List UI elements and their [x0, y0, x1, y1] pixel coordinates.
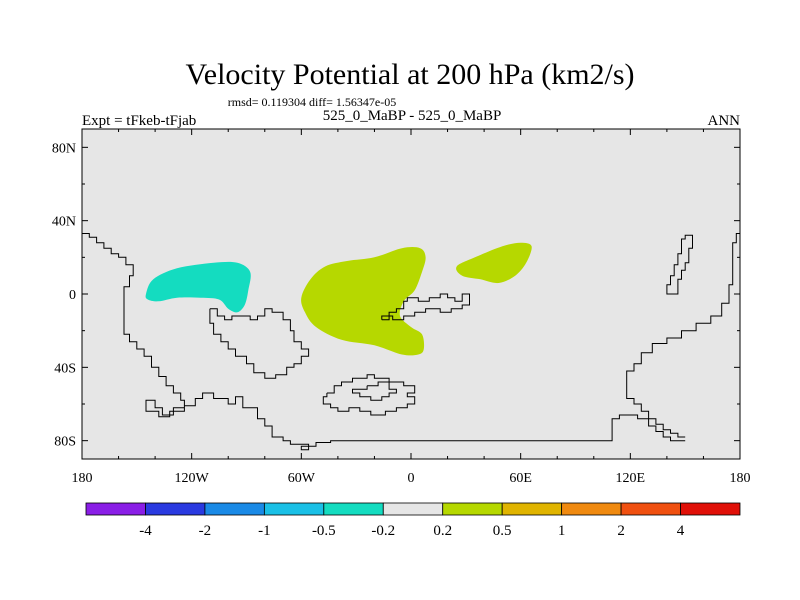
south-island-outline: [322, 374, 416, 416]
x-axis: 180 120W 60W 0 60E 120E 180: [72, 129, 751, 486]
colorbar: -4 -2 -1 -0.5 -0.2 0.2 0.5 1 2 4: [85, 502, 741, 539]
season-label: ANN: [708, 113, 741, 129]
coastline-contours: [82, 233, 740, 451]
y-tick-label: 40S: [54, 361, 76, 376]
x-tick-label: 180: [72, 471, 93, 486]
west-continent-outline: [82, 233, 686, 451]
y-tick-label: 0: [69, 288, 76, 303]
colorbar-box: [501, 502, 563, 516]
colorbar-label: 4: [677, 523, 685, 539]
colorbar-box: [145, 502, 206, 516]
y-axis: 80N 40N 0 40S 80S: [52, 141, 740, 450]
experiment-label: Expt = tFkeb-tFjab: [82, 113, 196, 129]
colorbar-label: -4: [139, 523, 152, 539]
colorbar-box: [85, 502, 146, 516]
central-continent-outline: [209, 308, 310, 379]
y-tick-label: 80S: [54, 435, 76, 450]
colorbar-label: -0.2: [371, 523, 395, 539]
chart-title: Velocity Potential at 200 hPa (km2/s): [185, 58, 634, 91]
shaded-anomaly-regions: [145, 242, 532, 356]
x-tick-label: 180: [730, 471, 751, 486]
colorbar-box: [263, 502, 325, 516]
case-label: 525_0_MaBP - 525_0_MaBP: [323, 108, 502, 124]
colorbar-box: [382, 502, 444, 516]
colorbar-label: -2: [199, 523, 212, 539]
colorbar-label: 2: [617, 523, 625, 539]
colorbar-box: [620, 502, 681, 516]
y-tick-label: 40N: [52, 215, 76, 230]
x-tick-label: 0: [408, 471, 415, 486]
colorbar-label: 1: [558, 523, 566, 539]
colorbar-box: [442, 502, 503, 516]
colorbar-box: [680, 502, 741, 516]
south-inner-outline: [352, 381, 397, 401]
colorbar-box: [204, 502, 265, 516]
colorbar-label: -0.5: [312, 523, 336, 539]
x-tick-label: 120E: [616, 471, 646, 486]
anomaly-region-1: [145, 261, 251, 313]
colorbar-label: 0.2: [433, 523, 452, 539]
east-peninsula-outline: [666, 234, 693, 295]
colorbar-box: [561, 502, 622, 516]
x-tick-label: 120W: [175, 471, 210, 486]
anomaly-region-3: [456, 242, 532, 284]
colorbar-label: 0.5: [493, 523, 512, 539]
anomaly-region-2: [301, 247, 426, 356]
x-tick-label: 60E: [509, 471, 532, 486]
east-continent-outline: [626, 233, 740, 438]
stats-line: rmsd= 0.119304 diff= 1.56347e-05: [228, 95, 397, 109]
colorbar-box: [323, 502, 384, 516]
colorbar-label: -1: [258, 523, 271, 539]
x-tick-label: 60W: [288, 471, 316, 486]
y-tick-label: 80N: [52, 141, 76, 156]
small-island-outline: [381, 293, 470, 321]
